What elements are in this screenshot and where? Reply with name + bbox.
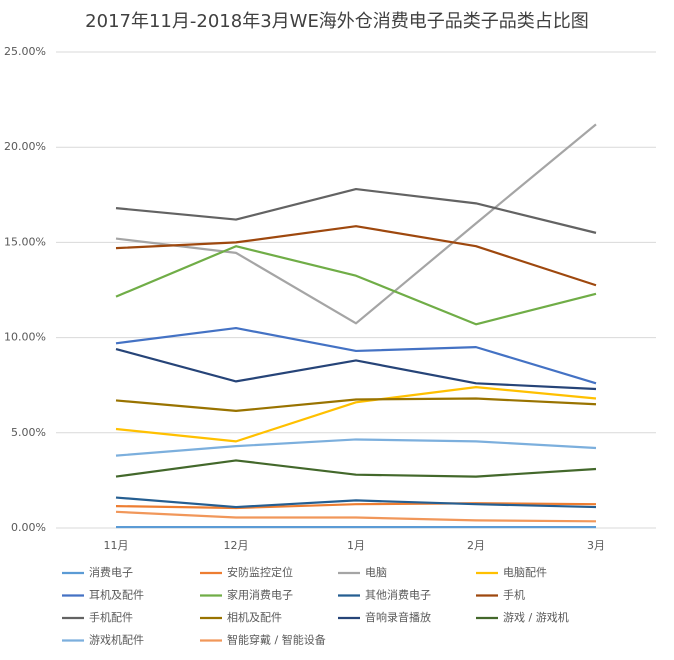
- series-line: [115, 347, 597, 391]
- series-line: [115, 496, 597, 509]
- y-tick-label: 25.00%: [4, 45, 46, 58]
- series-line: [115, 438, 597, 457]
- series-line: [115, 397, 597, 413]
- legend-label: 音响录音播放: [365, 610, 431, 624]
- y-tick-label: 15.00%: [4, 235, 46, 248]
- y-tick-label: 20.00%: [4, 140, 46, 153]
- series-line: [115, 510, 597, 523]
- series-line: [115, 502, 597, 510]
- y-tick-label: 0.00%: [11, 521, 46, 534]
- series-line: [115, 123, 597, 325]
- legend-label: 相机及配件: [227, 610, 282, 624]
- series-line: [115, 187, 597, 234]
- y-tick-label: 10.00%: [4, 331, 46, 344]
- legend-label: 安防监控定位: [227, 565, 293, 579]
- legend-label: 家用消费电子: [227, 588, 293, 602]
- series-line: [115, 245, 597, 326]
- series-line: [115, 459, 597, 478]
- x-tick-label: 11月: [104, 539, 129, 552]
- series-line: [115, 326, 597, 385]
- chart-title: 2017年11月-2018年3月WE海外仓消费电子品类子品类占比图: [85, 11, 589, 32]
- legend-label: 电脑: [365, 566, 387, 579]
- series-line: [115, 386, 597, 443]
- legend-label: 智能穿戴 / 智能设备: [227, 633, 326, 647]
- x-tick-label: 1月: [347, 539, 365, 552]
- legend-label: 电脑配件: [503, 566, 547, 579]
- x-tick-label: 2月: [467, 539, 485, 552]
- legend-label: 其他消费电子: [365, 588, 431, 602]
- legend-label: 手机配件: [89, 610, 133, 624]
- legend-label: 手机: [503, 588, 525, 602]
- legend-label: 游戏 / 游戏机: [503, 610, 569, 624]
- legend-label: 耳机及配件: [89, 588, 144, 602]
- series-line: [115, 225, 597, 287]
- legend-label: 消费电子: [89, 565, 133, 579]
- legend-label: 游戏机配件: [89, 633, 144, 647]
- y-tick-label: 5.00%: [11, 426, 46, 439]
- x-tick-label: 3月: [587, 539, 605, 552]
- x-tick-label: 12月: [224, 539, 249, 552]
